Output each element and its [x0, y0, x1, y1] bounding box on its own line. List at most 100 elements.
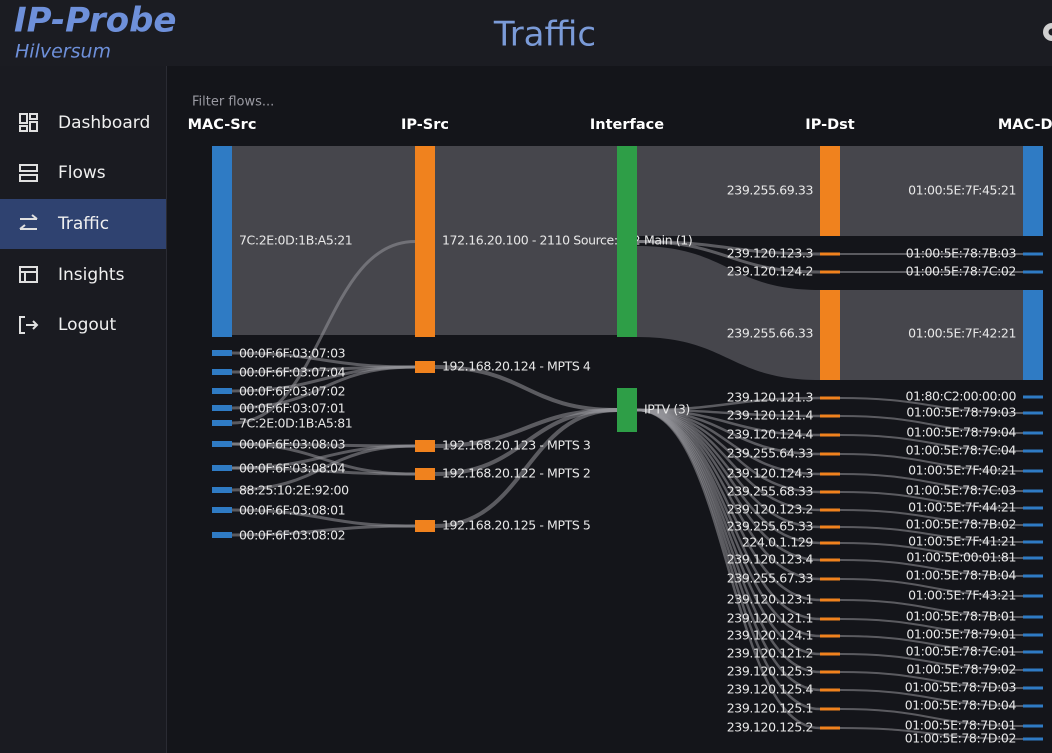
node-label: 01:00:5E:78:7B:02 — [906, 517, 1016, 532]
settings-icon[interactable] — [1043, 23, 1052, 41]
flow-node[interactable] — [415, 361, 435, 373]
flow-node[interactable] — [1023, 270, 1043, 274]
flow-link — [231, 365, 416, 410]
flow-node[interactable] — [1023, 574, 1043, 578]
node-label: 239.120.121.4 — [727, 408, 814, 423]
flow-node[interactable] — [1023, 411, 1043, 415]
flow-link — [839, 415, 1024, 434]
flow-node[interactable] — [1023, 594, 1043, 598]
flow-node[interactable] — [415, 440, 435, 452]
node-label: 192.168.20.123 - MPTS 3 — [442, 438, 590, 453]
flow-node[interactable] — [820, 452, 840, 456]
node-label: 01:00:5E:78:7D:01 — [905, 718, 1016, 733]
column-header: MAC-Src — [188, 117, 257, 133]
flow-node[interactable] — [415, 468, 435, 480]
flow-node[interactable] — [1023, 686, 1043, 690]
flow-node[interactable] — [1023, 506, 1043, 510]
flow-node[interactable] — [820, 490, 840, 494]
flow-node[interactable] — [820, 146, 840, 236]
flow-node[interactable] — [820, 414, 840, 418]
flow-link — [231, 444, 416, 470]
flow-node[interactable] — [820, 652, 840, 656]
flow-node[interactable] — [1023, 431, 1043, 435]
nav-icons — [19, 113, 39, 334]
flow-node[interactable] — [820, 290, 840, 380]
flow-node[interactable] — [820, 688, 840, 692]
flow-node[interactable] — [1023, 704, 1043, 708]
node-label: 239.120.124.4 — [727, 427, 814, 442]
flow-node[interactable] — [1023, 252, 1043, 256]
flow-node[interactable] — [820, 541, 840, 545]
flow-node[interactable] — [1023, 615, 1043, 619]
flow-link — [434, 365, 618, 412]
flow-node[interactable] — [820, 252, 840, 256]
flow-node[interactable] — [212, 441, 232, 447]
flow-node[interactable] — [1023, 523, 1043, 527]
flow-node[interactable] — [820, 558, 840, 562]
flow-node[interactable] — [820, 598, 840, 602]
flow-node[interactable] — [617, 146, 637, 337]
flow-node[interactable] — [820, 396, 840, 400]
nav-item[interactable]: Insights — [58, 265, 125, 285]
flow-node[interactable] — [820, 508, 840, 512]
flow-node[interactable] — [415, 146, 435, 337]
flow-node[interactable] — [1023, 668, 1043, 672]
node-label: 01:00:5E:78:7D:03 — [905, 680, 1016, 695]
flow-node[interactable] — [415, 520, 435, 532]
flow-link — [839, 453, 1024, 472]
flow-node[interactable] — [1023, 290, 1043, 380]
flow-node[interactable] — [212, 388, 232, 394]
flows-icon — [19, 164, 38, 182]
flow-node[interactable] — [212, 146, 232, 337]
flow-node[interactable] — [820, 707, 840, 711]
flow-node[interactable] — [212, 350, 232, 356]
node-label: Main (1) — [644, 233, 692, 248]
flow-node[interactable] — [212, 420, 232, 426]
flow-node[interactable] — [617, 388, 637, 432]
node-label: 01:00:5E:78:79:03 — [906, 405, 1016, 420]
flow-node[interactable] — [820, 525, 840, 529]
node-label: 224.0.1.129 — [742, 535, 814, 550]
nav-item[interactable]: Flows — [58, 163, 106, 183]
flow-node[interactable] — [212, 369, 232, 375]
flow-node[interactable] — [1023, 737, 1043, 741]
flow-node[interactable] — [820, 726, 840, 730]
filter-input[interactable]: Filter flows... — [192, 95, 274, 110]
flow-node[interactable] — [820, 270, 840, 274]
flow-node[interactable] — [1023, 146, 1043, 236]
flow-node[interactable] — [212, 465, 232, 471]
flow-node[interactable] — [1023, 724, 1043, 728]
node-label: 01:00:5E:7F:44:21 — [908, 500, 1016, 515]
flow-node[interactable] — [820, 433, 840, 437]
nav-item[interactable]: Traffic — [57, 214, 109, 234]
flow-node[interactable] — [1023, 540, 1043, 544]
flow-node[interactable] — [1023, 395, 1043, 399]
node-label: 192.168.20.122 - MPTS 2 — [442, 466, 590, 481]
flow-node[interactable] — [820, 472, 840, 476]
flow-node[interactable] — [212, 405, 232, 411]
flow-node[interactable] — [1023, 449, 1043, 453]
flow-node[interactable] — [820, 577, 840, 581]
nav-item[interactable]: Logout — [58, 315, 117, 335]
node-label: 01:00:5E:78:7C:03 — [906, 483, 1016, 498]
node-label: 00:0F:6F:03:07:04 — [239, 365, 346, 380]
node-label: 239.120.124.1 — [727, 628, 813, 643]
flow-node[interactable] — [1023, 633, 1043, 637]
flow-node[interactable] — [212, 507, 232, 513]
flow-node[interactable] — [1023, 469, 1043, 473]
flow-node[interactable] — [1023, 489, 1043, 493]
node-label: 01:00:5E:78:7C:04 — [906, 443, 1017, 458]
flow-link — [637, 246, 820, 380]
flow-node[interactable] — [820, 634, 840, 638]
nav-item[interactable]: Dashboard — [58, 113, 150, 133]
flow-node[interactable] — [212, 487, 232, 493]
flow-link — [839, 727, 1024, 740]
flow-node[interactable] — [820, 617, 840, 621]
flow-node[interactable] — [1023, 556, 1043, 560]
flow-node[interactable] — [820, 670, 840, 674]
flow-node[interactable] — [212, 532, 232, 538]
flow-node[interactable] — [1023, 650, 1043, 654]
flow-link — [435, 146, 617, 335]
node-label: 00:0F:6F:03:07:02 — [239, 384, 345, 399]
node-label: 01:00:5E:78:7B:03 — [906, 246, 1016, 261]
